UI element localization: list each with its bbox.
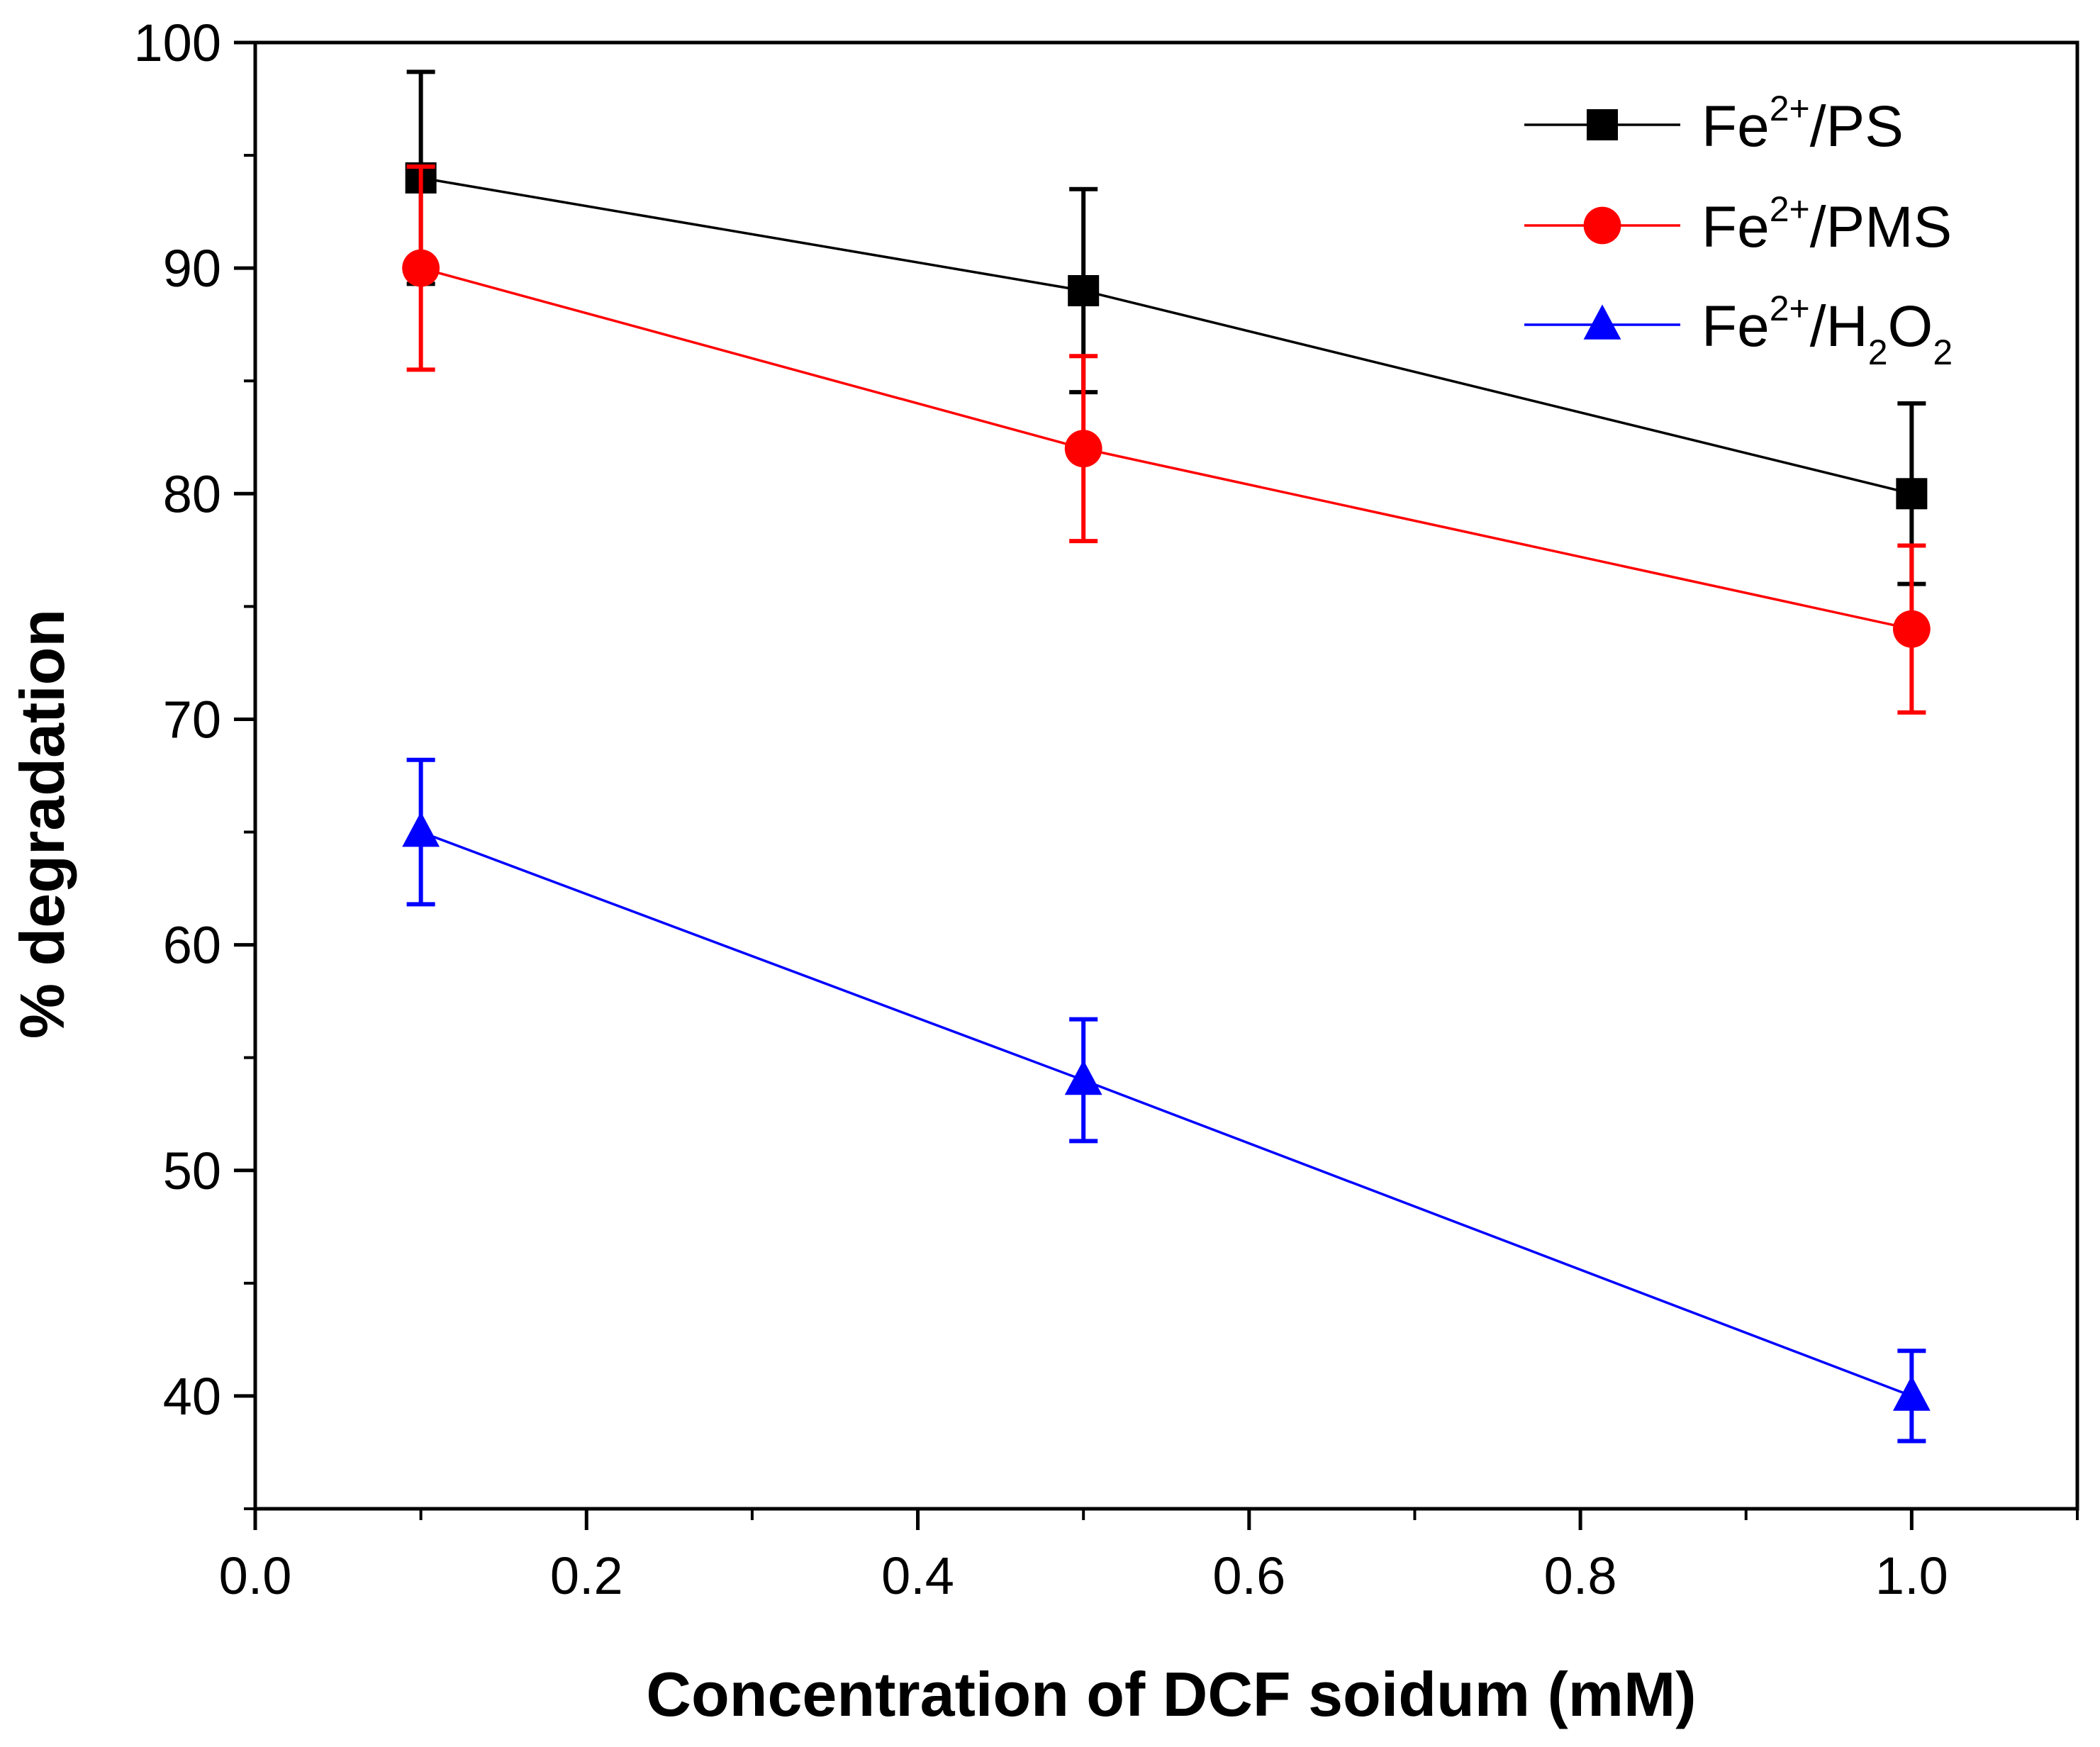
y-tick-label: 90 [163,239,221,298]
y-tick-label: 70 [163,690,221,749]
legend-text-part: Fe [1702,294,1770,359]
data-point-triangle [402,811,440,847]
series-circle [402,164,1931,715]
axes: 0.0 0.2 0.4 0.6 0.8 1.0 40 50 60 70 80 90 100 [134,13,2079,1605]
x-tick-label: 0.8 [1544,1546,1617,1605]
data-point-circle [1892,610,1931,648]
legend-item-circle: Fe2+/PMS [1524,189,1952,259]
legend-text-part: /PMS [1810,195,1952,259]
legend-text-part: Fe [1702,195,1770,259]
legend-text-part: 2 [1933,333,1953,372]
x-tick-label: 0.4 [881,1546,954,1605]
x-axis-title: Concentration of DCF soidum (mM) [646,1659,1696,1729]
legend-marker-square [1587,109,1618,140]
y-tick-label: 60 [163,916,221,975]
x-tick-label: 1.0 [1875,1546,1948,1605]
legend-label-circle: Fe2+/PMS [1702,189,1952,259]
y-tick-label: 50 [163,1142,221,1200]
legend-text-part: /H [1810,294,1868,359]
legend-item-square: Fe2+/PS [1524,89,1904,159]
series-triangle [402,757,1931,1444]
data-point-circle [1064,430,1102,468]
legend-marker-triangle [1583,304,1621,340]
legend-text-part: O [1888,294,1933,359]
data-point-square [1068,274,1100,306]
y-tick-label: 80 [163,464,221,523]
x-tick-label: 0.6 [1212,1546,1285,1605]
legend-label-square: Fe2+/PS [1702,89,1904,159]
x-tick-label: 0.2 [550,1546,623,1605]
legend-text-part: Fe [1702,94,1770,159]
data-point-square [1896,478,1928,510]
data-point-circle [402,249,440,287]
legend-marker-circle [1583,206,1621,245]
legend-text-part: /PS [1810,94,1904,159]
legend-item-triangle: Fe2+/H2O2 [1524,289,1953,372]
x-tick-label: 0.0 [219,1546,292,1605]
legend-text-part: 2+ [1770,189,1810,229]
plot-frame [253,40,2079,1511]
y-tick-label: 100 [134,13,221,72]
y-tick-label: 40 [163,1367,221,1426]
y-axis-title: % degradation [7,609,77,1039]
legend-text-part: 2+ [1770,89,1810,128]
legend-text-part: 2+ [1770,289,1810,328]
data-point-triangle [1892,1375,1931,1411]
series-layer [402,69,1931,1444]
data-point-triangle [1064,1059,1102,1095]
legend-text-part: 2 [1868,333,1888,372]
legend-label-triangle: Fe2+/H2O2 [1702,289,1953,372]
